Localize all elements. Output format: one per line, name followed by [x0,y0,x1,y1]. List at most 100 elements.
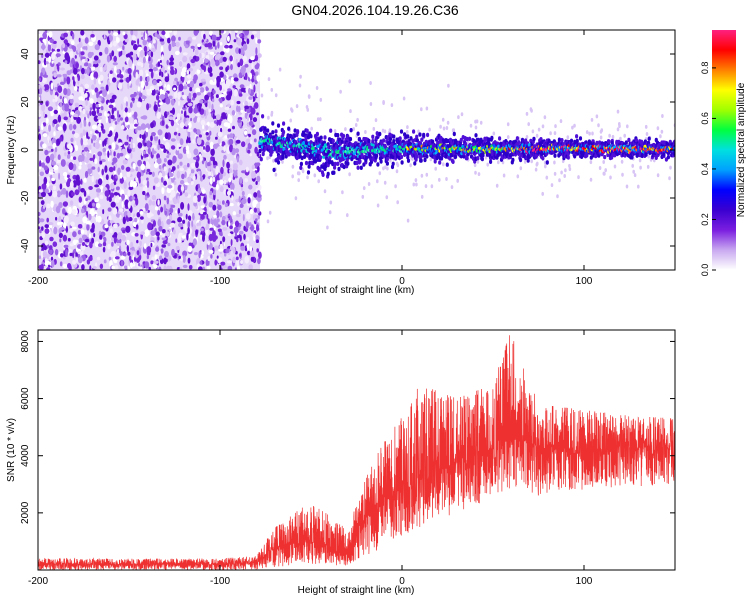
noise-cell [128,186,134,191]
noise-cell [42,251,48,258]
noise-cell [219,30,225,34]
noise-cell [210,254,213,259]
noise-cell [187,245,193,253]
noise-cell [74,144,79,152]
faint-cell [534,167,538,172]
band-cell [379,159,383,164]
noise-cell [212,90,216,94]
noise-cell [158,250,161,255]
faint-cell [525,135,529,139]
noise-cell [177,153,183,160]
noise-cell [256,151,260,157]
noise-cell [100,159,106,163]
noise-cell [207,66,213,74]
noise-cell [110,30,113,36]
noise-cell [59,95,62,100]
faint-cell [396,200,400,205]
noise-cell [229,169,233,173]
noise-cell [135,79,140,86]
faint-cell [383,129,387,134]
noise-cell [232,247,236,254]
noise-cell [49,169,54,173]
noise-cell [127,190,131,197]
noise-cell [96,203,101,209]
noise-cell [93,233,96,238]
noise-cell [71,31,74,35]
band-cell [282,121,286,126]
noise-cell [93,71,99,79]
noise-cell [104,47,109,55]
noise-cell [62,43,66,49]
noise-cell [53,72,57,78]
faint-cell [439,124,442,129]
noise-cell [229,225,233,230]
faint-cell [402,96,406,101]
noise-cell [59,102,63,108]
noise-cell [66,154,71,159]
noise-cell [151,144,157,149]
noise-cell [182,255,186,263]
noise-cell [140,216,144,220]
noise-cell [132,181,138,188]
noise-cell [42,38,47,43]
faint-cell [653,158,656,163]
noise-cell [239,177,243,184]
noise-cell [125,225,131,233]
noise-cell [40,263,44,270]
noise-cell [134,123,138,127]
faint-cell [473,163,477,168]
band-cell [454,154,458,159]
noise-cell [164,250,169,258]
noise-cell [251,63,254,69]
faint-cell [537,127,541,132]
noise-cell [74,239,79,243]
band-cell [279,147,283,153]
noise-cell [43,245,47,251]
noise-cell [248,87,251,95]
noise-cell [77,256,83,264]
noise-cell [157,61,161,67]
faint-cell [305,105,309,109]
noise-cell [186,232,189,241]
noise-cell [89,130,93,134]
band-cell [304,140,309,146]
noise-cell [175,149,180,156]
faint-cell [445,177,448,181]
faint-cell [646,164,650,169]
noise-cell [62,171,68,177]
noise-cell [256,175,261,183]
noise-cell [109,130,113,137]
noise-cell [249,226,255,230]
band-cell [406,158,411,163]
faint-cell [516,174,520,179]
noise-cell [195,161,199,169]
noise-cell [161,237,167,241]
noise-cell [219,179,224,185]
noise-cell [119,117,123,121]
noise-cell [169,194,173,201]
noise-cell [74,102,80,108]
noise-cell [84,92,88,98]
noise-cell [99,139,102,145]
faint-cell [406,130,409,134]
faint-cell [618,124,621,129]
faint-cell [374,118,378,123]
faint-cell [268,210,272,215]
noise-cell [78,237,83,244]
band-cell [331,161,335,167]
noise-cell [198,266,203,270]
faint-cell [486,162,490,167]
noise-cell [166,187,172,194]
noise-cell [254,146,258,154]
noise-cell [256,91,259,98]
noise-cell [212,176,216,182]
noise-cell [42,31,47,40]
noise-cell [188,92,192,100]
noise-cell [179,167,184,172]
noise-cell [146,254,150,260]
band-cell [259,141,264,146]
noise-cell [223,154,227,160]
noise-cell [241,141,246,148]
noise-cell [246,202,251,206]
band-cell [336,161,340,166]
